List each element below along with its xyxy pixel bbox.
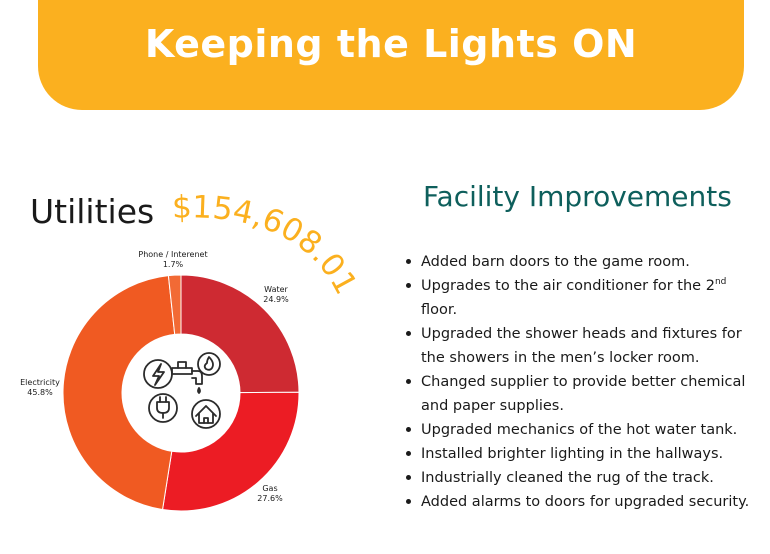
list-item: Upgrades to the air conditioner for the … [404, 274, 760, 322]
pie-slices [62, 274, 300, 512]
pie-value-label: 24.9% [263, 295, 289, 304]
plug-icon [148, 393, 178, 423]
list-item-text: Added barn doors to the game room. [421, 254, 690, 270]
list-item: Industrially cleaned the rug of the trac… [404, 466, 760, 490]
list-item-text: Upgrades to the air conditioner for the … [421, 278, 715, 294]
flame-icon [197, 352, 221, 376]
pie-slice-water [180, 274, 300, 394]
list-item-text: Upgraded the shower heads and fixtures f… [421, 326, 742, 366]
utilities-title: Utilities [30, 192, 155, 231]
faucet-icon [171, 361, 203, 394]
list-item-text: Industrially cleaned the rug of the trac… [421, 470, 714, 486]
list-item-superscript: nd [714, 277, 727, 288]
title-banner: Keeping the Lights ON [38, 0, 744, 110]
list-item: Changed supplier to provide better chemi… [404, 370, 760, 418]
pie-value-label: 45.8% [27, 388, 53, 397]
facility-improvements-list: Added barn doors to the game room. Upgrad… [404, 250, 760, 514]
pie-value-label: 27.6% [257, 494, 283, 503]
page-title: Keeping the Lights ON [144, 22, 638, 66]
pie-category-label: Water [264, 285, 288, 294]
list-item-text: Changed supplier to provide better chemi… [421, 374, 746, 414]
donut-hole [122, 334, 240, 452]
house-icon [191, 399, 221, 429]
list-item: Upgraded the shower heads and fixtures f… [404, 322, 760, 370]
center-icons [143, 352, 221, 429]
list-item: Added barn doors to the game room. [404, 250, 760, 274]
list-item: Upgraded mechanics of the hot water tank… [404, 418, 760, 442]
pie-category-label: Gas [262, 484, 277, 493]
list-item-text-continued: floor. [421, 302, 458, 318]
list-item-text: Installed brighter lighting in the hallw… [421, 446, 724, 462]
list-item: Added alarms to doors for upgraded secur… [404, 490, 760, 514]
pie-category-label: Electricity [20, 378, 60, 387]
facility-improvements-title: Facility Improvements [423, 180, 732, 213]
list-item: Installed brighter lighting in the hallw… [404, 442, 760, 466]
pie-category-label: Phone / Interenet [138, 250, 207, 259]
pie-value-label: 1.7% [163, 260, 184, 269]
list-item-text: Added alarms to doors for upgraded secur… [421, 494, 750, 510]
list-item-text: Upgraded mechanics of the hot water tank… [421, 422, 738, 438]
